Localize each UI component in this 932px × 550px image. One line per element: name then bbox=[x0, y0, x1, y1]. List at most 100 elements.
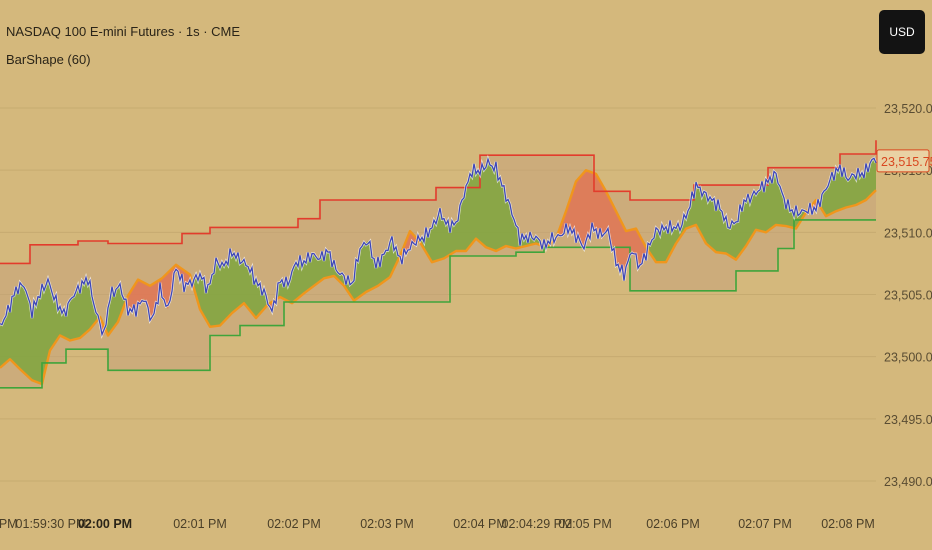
bear-fill bbox=[634, 228, 636, 259]
lower-step-line bbox=[0, 219, 876, 389]
bull-fill bbox=[848, 177, 850, 207]
bear-fill bbox=[142, 281, 144, 302]
bull-fill bbox=[764, 183, 766, 233]
bull-fill bbox=[492, 165, 494, 251]
bull-fill bbox=[430, 227, 432, 263]
y-tick-label: 23,510.00 bbox=[884, 226, 932, 240]
bull-fill bbox=[18, 287, 20, 370]
y-tick-label: 23,500.00 bbox=[884, 351, 932, 365]
bear-fill bbox=[134, 282, 136, 310]
bull-fill bbox=[208, 282, 210, 327]
bear-fill bbox=[586, 170, 588, 243]
bull-fill bbox=[466, 181, 468, 251]
x-tick-label: 02:01 PM bbox=[173, 517, 227, 531]
bull-fill bbox=[46, 280, 48, 368]
bull-fill bbox=[118, 285, 120, 322]
currency-button[interactable]: USD bbox=[879, 10, 925, 54]
bull-fill bbox=[82, 282, 84, 337]
bull-fill bbox=[762, 185, 764, 232]
bull-fill bbox=[248, 265, 250, 311]
bull-fill bbox=[834, 172, 836, 213]
x-tick-label: 02:00 PM bbox=[78, 517, 132, 531]
bull-fill bbox=[752, 194, 754, 237]
bull-fill bbox=[748, 197, 750, 243]
bull-fill bbox=[734, 222, 736, 260]
bull-fill bbox=[490, 164, 492, 250]
bull-fill bbox=[362, 244, 364, 295]
bull-fill bbox=[472, 170, 474, 244]
x-tick-label: 02:02 PM bbox=[267, 517, 321, 531]
bear-fill bbox=[598, 177, 600, 235]
bull-fill bbox=[502, 184, 504, 248]
bull-fill bbox=[474, 170, 476, 242]
bull-fill bbox=[70, 296, 72, 341]
bull-fill bbox=[386, 247, 388, 280]
bull-fill bbox=[236, 255, 238, 310]
bull-fill bbox=[384, 250, 386, 282]
bull-fill bbox=[382, 254, 384, 283]
bull-fill bbox=[742, 201, 744, 252]
x-tick-label: 02:04:29 PM bbox=[502, 517, 573, 531]
bear-fill bbox=[596, 173, 598, 233]
bull-fill bbox=[702, 191, 704, 240]
bull-fill bbox=[716, 203, 718, 253]
bull-fill bbox=[666, 227, 668, 263]
bull-fill bbox=[278, 280, 280, 299]
bear-fill bbox=[610, 199, 612, 247]
bull-fill bbox=[500, 179, 502, 249]
bull-fill bbox=[48, 280, 50, 359]
bull-fill bbox=[50, 286, 52, 351]
bull-fill bbox=[40, 290, 42, 385]
indicator-label[interactable]: BarShape (60) bbox=[6, 52, 91, 67]
bull-fill bbox=[0, 322, 2, 368]
bear-fill bbox=[186, 271, 188, 285]
bull-fill bbox=[720, 207, 722, 253]
bear-fill bbox=[590, 171, 592, 233]
bull-fill bbox=[24, 284, 26, 375]
bull-fill bbox=[766, 181, 768, 233]
bull-fill bbox=[486, 162, 488, 248]
bull-fill bbox=[16, 288, 18, 368]
bull-fill bbox=[498, 174, 500, 250]
bull-fill bbox=[706, 195, 708, 246]
upper-step-line bbox=[0, 140, 877, 265]
bull-fill bbox=[312, 254, 314, 288]
bull-fill bbox=[390, 239, 392, 278]
bull-fill bbox=[746, 198, 748, 247]
bull-fill bbox=[740, 206, 742, 255]
x-tick-label: 02:04 PM bbox=[453, 517, 507, 531]
bull-fill bbox=[86, 278, 88, 333]
x-tick-label: 9 PM bbox=[0, 517, 18, 531]
bull-fill bbox=[776, 173, 778, 226]
bull-fill bbox=[664, 228, 666, 263]
bull-fill bbox=[770, 177, 772, 230]
bull-fill bbox=[42, 287, 44, 385]
bear-fill bbox=[612, 203, 614, 255]
bull-fill bbox=[62, 311, 64, 338]
bull-fill bbox=[714, 201, 716, 253]
bull-fill bbox=[840, 167, 842, 210]
x-tick-label: 02:06 PM bbox=[646, 517, 700, 531]
bull-fill bbox=[52, 291, 54, 348]
bear-fill bbox=[618, 215, 620, 269]
bull-fill bbox=[28, 298, 30, 379]
bull-fill bbox=[304, 260, 306, 294]
bear-fill bbox=[576, 179, 578, 239]
bull-fill bbox=[446, 222, 448, 258]
bull-fill bbox=[460, 201, 462, 251]
bull-fill bbox=[210, 275, 212, 327]
bull-fill bbox=[292, 267, 294, 304]
last-price-label: 23,515.75 bbox=[881, 155, 932, 169]
bull-fill bbox=[76, 289, 78, 340]
bull-fill bbox=[30, 305, 32, 381]
bull-fill bbox=[708, 196, 710, 248]
bull-fill bbox=[280, 280, 282, 299]
bull-fill bbox=[218, 263, 220, 326]
bear-fill bbox=[620, 219, 622, 272]
bear-fill bbox=[604, 187, 606, 233]
bull-fill bbox=[452, 224, 454, 254]
bull-fill bbox=[58, 305, 60, 339]
bull-fill bbox=[698, 187, 700, 233]
